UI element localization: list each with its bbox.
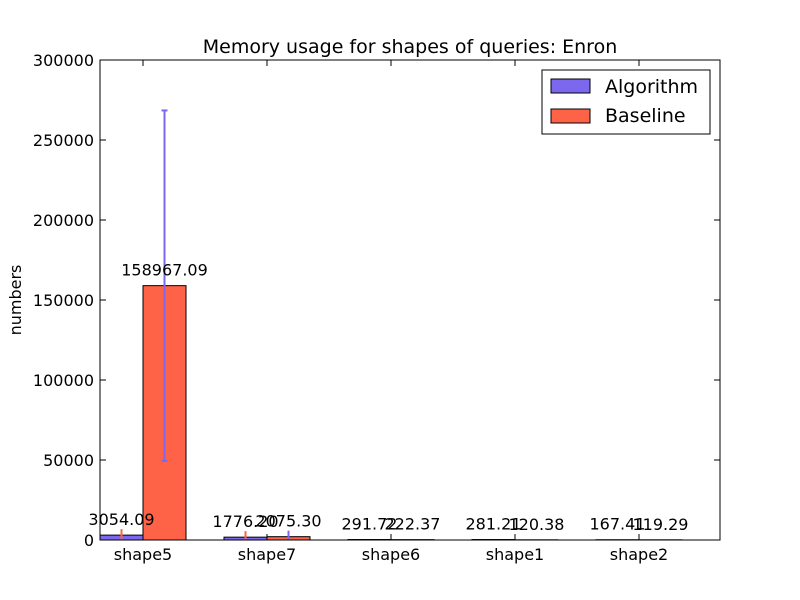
y-tick-label: 200000: [33, 211, 94, 230]
y-axis: 0 50000 100000 150000 200000 250000 300000: [33, 51, 720, 550]
y-tick-label: 250000: [33, 131, 94, 150]
chart-title: Memory usage for shapes of queries: Enro…: [203, 36, 618, 58]
y-tick-label: 100000: [33, 371, 94, 390]
value-label-baseline-shape1: 120.38: [509, 515, 565, 534]
legend-swatch-baseline: [550, 108, 591, 124]
legend-swatch-algorithm: [550, 78, 591, 94]
legend-label-algorithm: Algorithm: [605, 76, 698, 98]
legend-label-baseline: Baseline: [605, 105, 686, 127]
value-label-algorithm-shape2: 167.41: [590, 515, 646, 534]
value-label-baseline-shape5: 158967.09: [121, 261, 208, 280]
y-axis-label: numbers: [6, 265, 25, 336]
plot-background: [100, 60, 720, 540]
x-tick-label: shape5: [114, 545, 172, 564]
y-tick-label: 0: [84, 531, 94, 550]
value-label-algorithm-shape6: 291.72: [342, 515, 398, 534]
legend: Algorithm Baseline: [541, 69, 711, 135]
y-tick-label: 50000: [43, 451, 94, 470]
x-tick-label: shape6: [362, 545, 420, 564]
value-label-baseline-shape7: 2075.30: [255, 512, 321, 531]
x-tick-label: shape2: [610, 545, 668, 564]
value-label-baseline-shape6: 222.37: [385, 515, 441, 534]
y-tick-label: 300000: [33, 51, 94, 70]
value-label-algorithm-shape1: 281.21: [466, 515, 522, 534]
errorbars-layer: [120, 109, 290, 540]
x-tick-label: shape1: [486, 545, 544, 564]
value-label-baseline-shape2: 119.29: [633, 515, 689, 534]
value-label-algorithm-shape5: 3054.09: [88, 510, 154, 529]
y-tick-label: 150000: [33, 291, 94, 310]
value-label-algorithm-shape7: 1776.20: [212, 512, 278, 531]
x-tick-label: shape7: [238, 545, 296, 564]
x-axis: shape5 shape7 shape6 shape1 shape2: [114, 60, 668, 564]
